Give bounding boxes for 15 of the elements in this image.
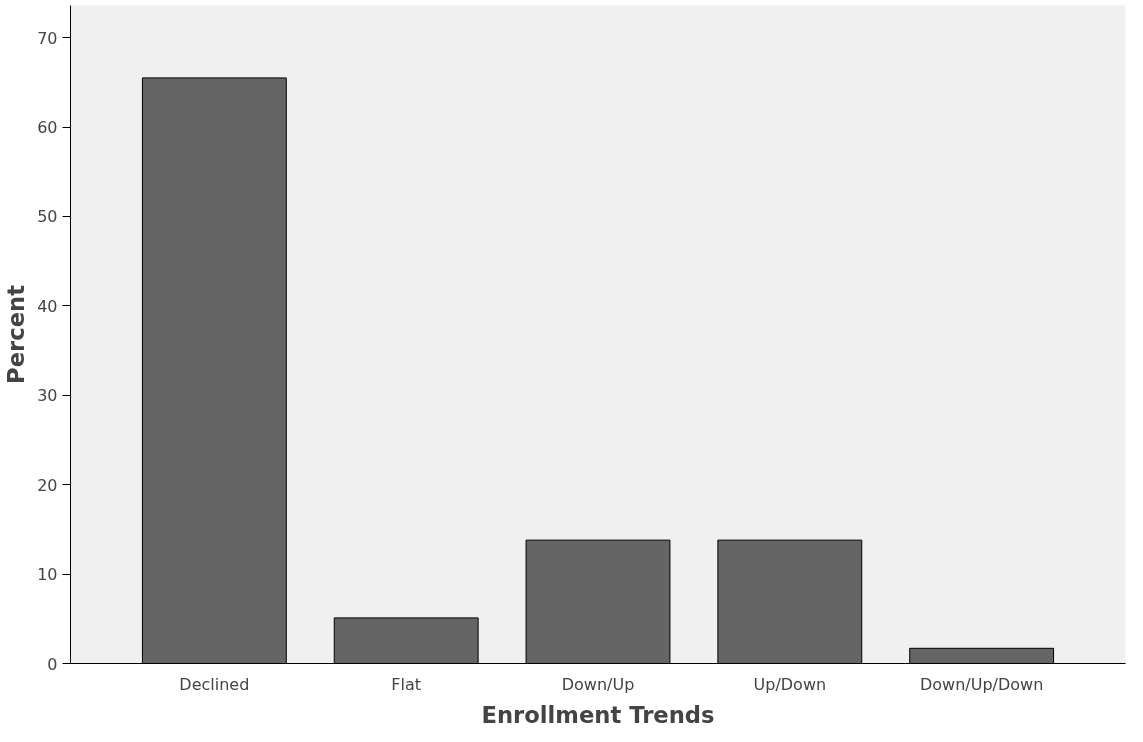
- x-tick-label: Down/Up/Down: [919, 674, 1044, 694]
- y-tick-label: 40: [37, 296, 58, 316]
- x-tick-label: Down/Up: [561, 674, 635, 694]
- x-axis-title: Enrollment Trends: [481, 701, 715, 728]
- y-tick-label: 30: [37, 386, 58, 406]
- y-tick-label: 70: [37, 28, 58, 48]
- y-tick-label: 60: [37, 118, 58, 138]
- y-axis-title: Percent: [3, 284, 30, 384]
- x-tick-label: Up/Down: [753, 674, 827, 694]
- y-tick-label: 0: [47, 654, 58, 674]
- y-tick-label: 20: [37, 475, 58, 495]
- y-tick-label: 50: [37, 207, 58, 227]
- y-tick-label: 10: [37, 565, 58, 585]
- x-tick-label: Flat: [391, 674, 422, 694]
- x-tick-label: Declined: [179, 674, 250, 694]
